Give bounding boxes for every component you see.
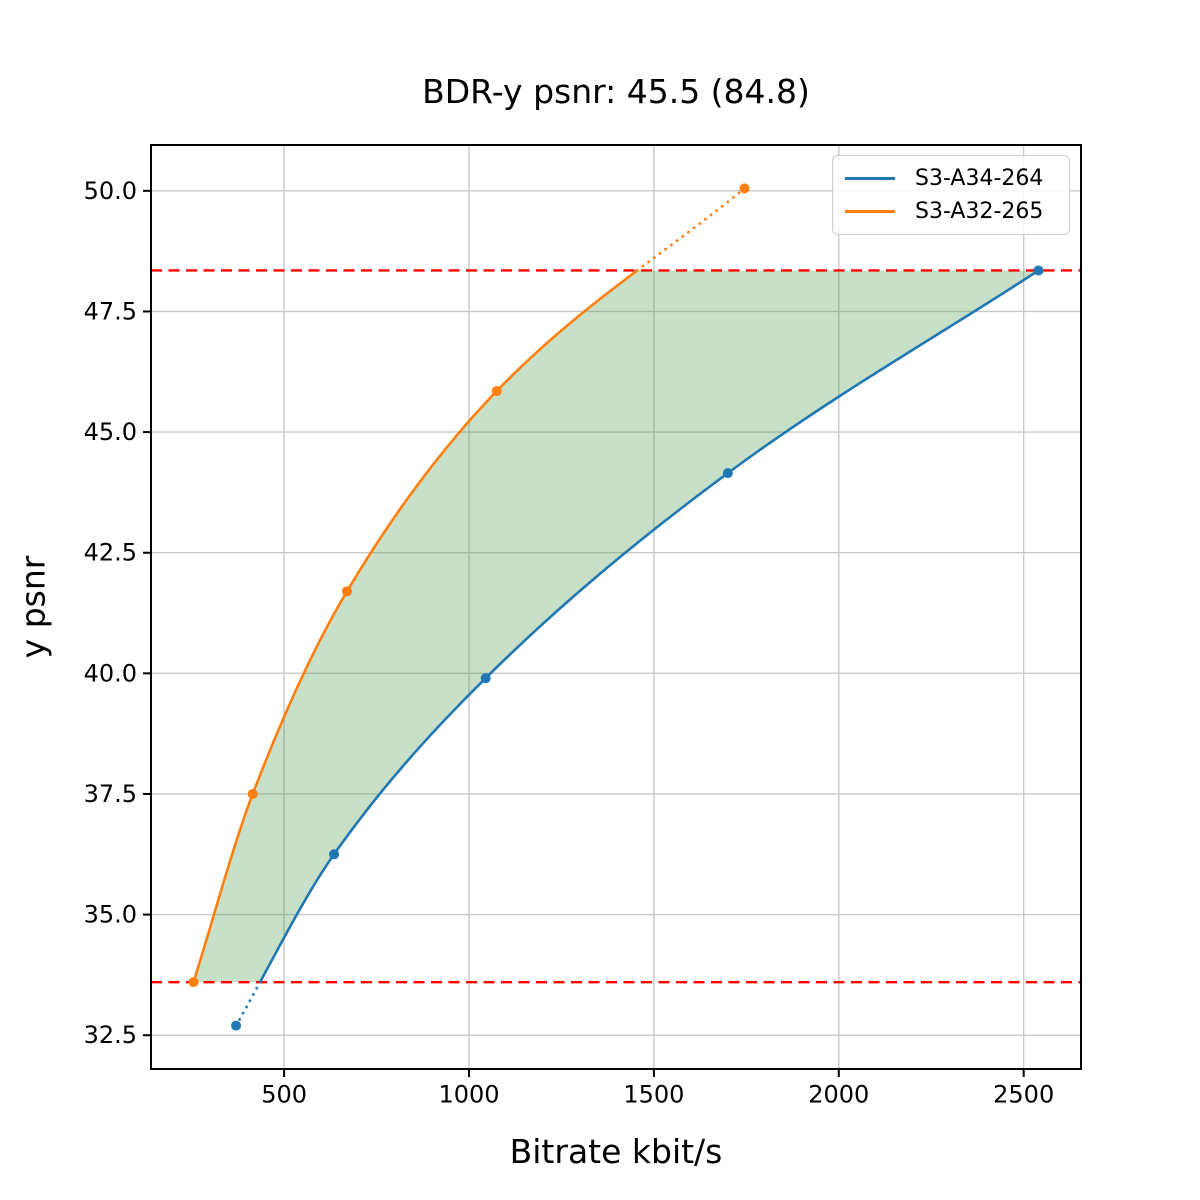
legend-label-series-0: S3-A34-264 [915,166,1044,191]
series-curve-dotted-S3-A34-264 [234,980,262,1027]
legend-item: S3-A34-264 [833,166,1069,191]
x-tick-label-500: 500 [261,1081,307,1109]
data-point-S3-A32-265-0 [188,977,199,988]
series-curve-S3-A34-264 [258,269,1040,984]
x-tick-label-1500: 1500 [623,1081,684,1109]
y-tick-label-50.0: 50.0 [84,177,137,205]
data-point-S3-A34-264-3 [722,468,733,479]
x-axis-label: Bitrate kbit/s [509,1132,723,1171]
data-point-S3-A34-264-2 [480,673,491,684]
legend-item: S3-A32-265 [833,199,1069,224]
y-axis-label: y psnr [13,555,53,659]
data-point-S3-A32-265-3 [491,386,502,397]
bd-shaded-region [193,270,1039,983]
x-tick-label-1000: 1000 [438,1081,499,1109]
x-tick-label-2000: 2000 [808,1081,869,1109]
x-tick-label-2500: 2500 [993,1081,1054,1109]
y-tick-label-35.0: 35.0 [84,901,137,929]
legend-line-sample-series-0 [845,177,895,180]
y-tick-label-42.5: 42.5 [84,539,137,567]
y-tick-label-32.5: 32.5 [84,1021,137,1049]
data-point-S3-A34-264-4 [1033,265,1044,276]
y-tick-label-45.0: 45.0 [84,418,137,446]
y-tick-label-40.0: 40.0 [84,659,137,687]
legend-label-series-1: S3-A32-265 [915,199,1044,224]
data-point-S3-A32-265-2 [341,586,352,597]
data-point-S3-A32-265-1 [247,788,258,799]
data-point-S3-A32-265-4 [739,183,750,194]
series-curve-dotted-S3-A32-265 [635,187,746,272]
data-point-S3-A34-264-0 [231,1020,242,1031]
y-tick-label-37.5: 37.5 [84,780,137,808]
legend-line-sample-series-1 [845,210,895,213]
legend: S3-A34-264 S3-A32-265 [832,155,1070,235]
chart-title: BDR-y psnr: 45.5 (84.8) [422,72,810,111]
axes-frame [150,144,1082,1070]
data-point-S3-A34-264-1 [329,849,340,860]
y-tick-label-47.5: 47.5 [84,297,137,325]
